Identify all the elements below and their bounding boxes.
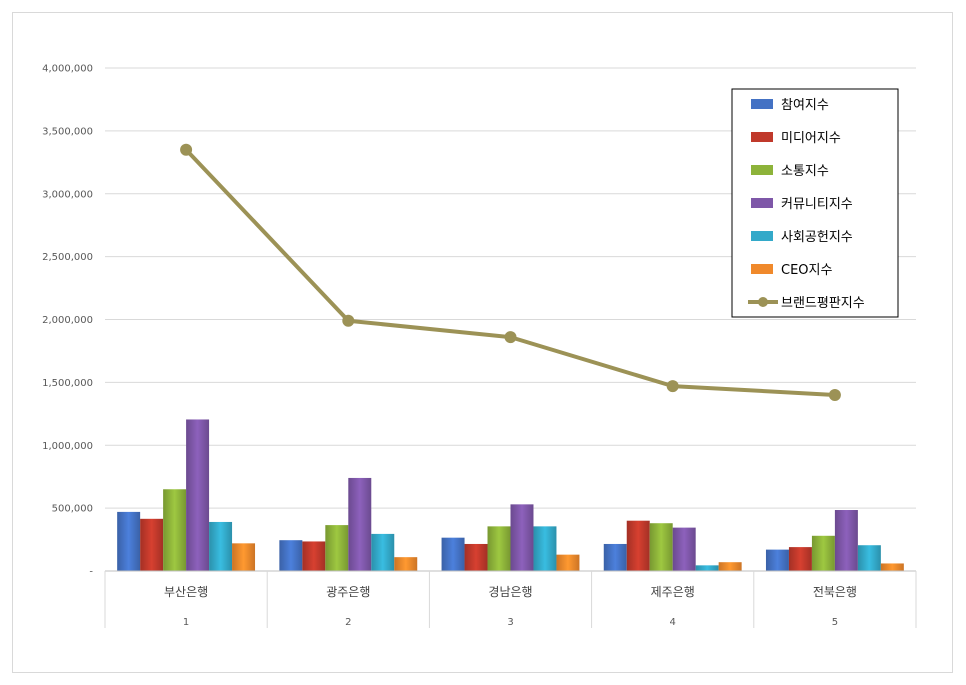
bars [117,419,904,571]
legend-swatch [751,99,773,109]
line-point [342,314,355,327]
legend-marker [758,297,768,307]
bar [325,525,349,571]
line-point [828,388,841,401]
y-tick-label: 2,500,000 [42,252,93,263]
bar [672,527,696,571]
category-label: 경남은행 [488,584,532,599]
bar [394,557,418,571]
legend-label: CEO지수 [781,263,832,278]
legend-label: 사회공헌지수 [781,230,853,245]
line-point [666,380,679,393]
category-number: 5 [832,617,838,628]
legend-swatch [751,231,773,241]
bar [302,541,326,571]
legend-label: 미디어지수 [781,131,841,146]
category-label: 광주은행 [326,584,370,599]
category-label: 제주은행 [651,584,695,599]
y-tick-label: 4,000,000 [42,64,93,75]
legend-swatch [751,264,773,274]
bar [348,477,372,571]
bar [603,543,627,571]
bar [649,523,673,571]
bar [788,547,812,571]
y-tick-label: 3,000,000 [42,189,93,200]
category-number: 2 [345,617,351,628]
bar [279,540,303,571]
brand-index-line [180,143,841,401]
y-tick-label: 1,000,000 [42,441,93,452]
category-number: 1 [183,617,189,628]
legend-label: 브랜드평판지수 [781,296,865,311]
y-tick-label: 500,000 [52,504,93,515]
bar [140,518,164,571]
line-point [180,143,193,156]
bar [163,489,187,571]
y-tick-label: - [89,567,93,578]
bar [626,520,650,571]
bar [834,510,858,571]
bar [765,549,789,571]
bar [441,537,465,571]
bar [556,554,580,571]
category-number: 3 [507,617,513,628]
bar [695,565,719,571]
bar [117,511,141,571]
bar [811,535,835,571]
legend-swatch [751,198,773,208]
category-label: 부산은행 [164,584,208,599]
bar [487,526,511,571]
bar [533,526,557,571]
legend-swatch [751,165,773,175]
y-tick-label: 3,500,000 [42,126,93,137]
bar [510,504,534,571]
line-point [504,331,517,344]
legend-label: 참여지수 [781,98,829,113]
bar [718,562,742,571]
bar [232,543,256,571]
bar [857,545,881,571]
bar [880,563,904,571]
legend-swatch [751,132,773,142]
bar [371,533,395,571]
y-tick-label: 2,000,000 [42,315,93,326]
x-axis: 부산은행 1 광주은행 2 경남은행 3 제주은행 4 전북은행 5 [104,570,917,628]
bar [186,419,210,571]
y-axis-tick-labels: - 500,000 1,000,000 1,500,000 2,000,000 2,500… [42,64,93,578]
y-tick-label: 1,500,000 [42,378,93,389]
bar [209,521,233,571]
legend-label: 소통지수 [781,164,829,179]
bar [464,543,488,571]
category-number: 4 [670,617,676,628]
legend-label: 커뮤니티지수 [781,197,853,212]
category-label: 전북은행 [813,584,857,599]
